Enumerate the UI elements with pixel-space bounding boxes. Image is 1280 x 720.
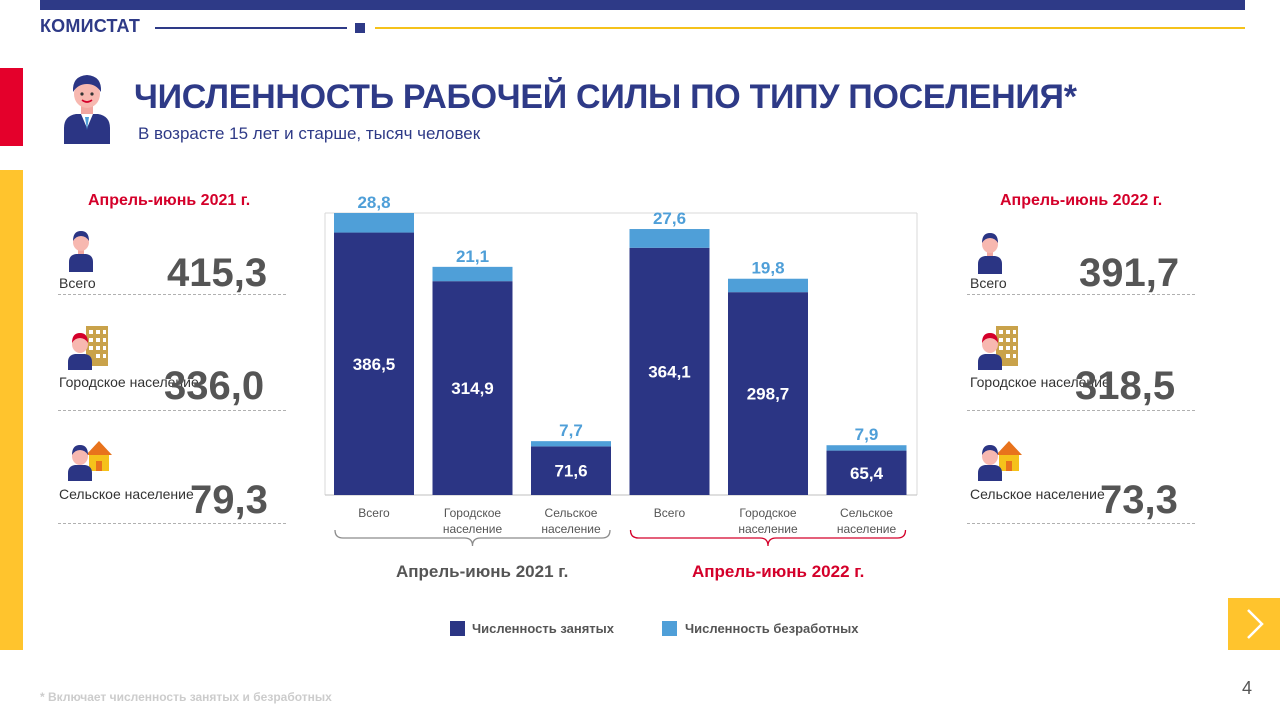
brand-divider-yellow: [375, 27, 1245, 29]
data-label-unemployed: 19,8: [751, 259, 784, 278]
bar-unemployed: [334, 213, 414, 233]
legend-swatch-unemployed: [662, 621, 677, 636]
left-stat-value-rural: 79,3: [190, 478, 268, 522]
right-stat-value-rural: 73,3: [1100, 478, 1178, 522]
bar-employed: [728, 292, 808, 495]
data-label-unemployed: 7,7: [559, 421, 583, 440]
divider: [967, 523, 1195, 524]
page-number: 4: [1242, 678, 1253, 698]
left-stat-value-urban: 336,0: [164, 364, 265, 408]
right-stat-label-total: Всего: [970, 275, 1007, 291]
city-person-icon: [66, 324, 110, 370]
worker-icon: [60, 70, 114, 144]
divider: [967, 410, 1195, 411]
x-tick-label: Городское: [444, 506, 502, 520]
x-tick-label: Городское: [739, 506, 797, 520]
accent-tab-yellow: [0, 170, 23, 650]
x-tick-label: население: [541, 522, 601, 536]
x-tick-label: Всего: [358, 506, 390, 520]
data-label-employed: 314,9: [451, 379, 494, 398]
divider: [58, 294, 286, 295]
group-brace: [629, 529, 907, 547]
right-stat-value-urban: 318,5: [1075, 364, 1176, 408]
x-tick-label: Сельское: [840, 506, 893, 520]
chevron-right-icon: [1247, 609, 1264, 639]
right-stat-label-rural: Сельское население: [970, 486, 1105, 502]
rural-person-icon: [66, 437, 112, 481]
data-label-unemployed: 21,1: [456, 247, 489, 266]
legend-label-unemployed: Численность безработных: [685, 621, 859, 636]
group-label-2022: Апрель-июнь 2022 г.: [692, 562, 865, 581]
left-stat-label-total: Всего: [59, 275, 96, 291]
group-brace: [334, 529, 611, 547]
right-stat-value-total: 391,7: [1079, 251, 1180, 295]
bar-unemployed: [629, 229, 710, 248]
x-tick-label: Всего: [654, 506, 686, 520]
page-subtitle: В возрасте 15 лет и старше, тысяч челове…: [138, 124, 481, 143]
x-tick-label: население: [443, 522, 503, 536]
data-label-unemployed: 28,8: [357, 193, 390, 212]
bar-employed: [629, 247, 710, 495]
right-period-label: Апрель-июнь 2022 г.: [1000, 192, 1163, 209]
left-stat-label-rural: Сельское население: [59, 486, 194, 502]
bar-employed: [334, 232, 414, 496]
bar-employed: [432, 281, 513, 495]
accent-tab-red: [0, 68, 23, 146]
stacked-bar-chart: 386,5 28,8 Всего 314,9 21,1 Городское населени…: [320, 180, 940, 600]
legend-swatch-employed: [450, 621, 465, 636]
brand-divider-square: [355, 23, 365, 33]
bar-unemployed: [531, 441, 611, 447]
left-stat-label-urban: Городское население: [59, 374, 199, 390]
x-tick-label: Сельское: [545, 506, 598, 520]
bar-unemployed: [432, 266, 513, 282]
person-icon: [975, 230, 1005, 274]
bar-unemployed: [728, 278, 808, 293]
bar-employed: [826, 450, 907, 495]
data-label-employed: 298,7: [747, 385, 790, 404]
rural-person-icon: [976, 437, 1022, 481]
brand-divider-navy: [155, 27, 347, 29]
brand-name: КОМИСТАТ: [40, 16, 141, 36]
data-label-employed: 65,4: [850, 464, 884, 483]
bar-unemployed: [826, 445, 907, 451]
bar-employed: [531, 446, 611, 495]
left-stat-value-total: 415,3: [167, 251, 268, 295]
data-label-employed: 364,1: [648, 362, 691, 381]
data-label-unemployed: 7,9: [855, 425, 879, 444]
divider: [58, 523, 286, 524]
city-person-icon: [976, 324, 1020, 370]
right-stat-label-urban: Городское население: [970, 374, 1110, 390]
group-label-2021: Апрель-июнь 2021 г.: [396, 562, 569, 581]
next-slide-button[interactable]: [1228, 598, 1280, 650]
footnote: * Включает численность занятых и безрабо…: [40, 690, 332, 704]
person-icon: [66, 228, 96, 272]
divider: [58, 410, 286, 411]
page-title: ЧИСЛЕННОСТЬ РАБОЧЕЙ СИЛЫ ПО ТИПУ ПОСЕЛЕН…: [134, 78, 1077, 116]
data-label-unemployed: 27,6: [653, 209, 686, 228]
data-label-employed: 71,6: [554, 462, 587, 481]
left-period-label: Апрель-июнь 2021 г.: [88, 192, 251, 209]
x-tick-label: население: [837, 522, 897, 536]
top-bar: [40, 0, 1245, 10]
data-label-employed: 386,5: [353, 355, 396, 374]
divider: [967, 294, 1195, 295]
x-tick-label: население: [738, 522, 798, 536]
legend-label-employed: Численность занятых: [472, 621, 615, 636]
